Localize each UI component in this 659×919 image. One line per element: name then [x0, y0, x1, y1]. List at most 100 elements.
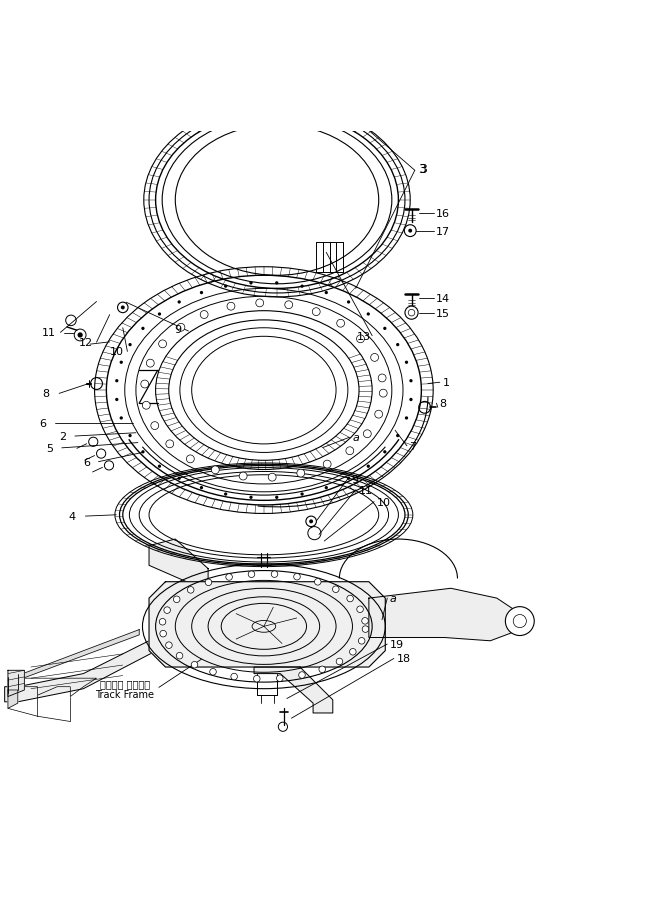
Circle shape [383, 327, 386, 331]
Circle shape [205, 579, 212, 586]
Polygon shape [5, 631, 175, 702]
Circle shape [312, 309, 320, 316]
Circle shape [405, 225, 416, 237]
Text: 3: 3 [418, 163, 426, 176]
Text: 6: 6 [83, 457, 90, 467]
Circle shape [366, 465, 370, 469]
Circle shape [396, 344, 399, 346]
Circle shape [210, 669, 216, 675]
Text: 5: 5 [46, 443, 53, 453]
Circle shape [505, 607, 534, 636]
Polygon shape [8, 671, 24, 697]
Circle shape [380, 390, 387, 398]
Circle shape [166, 440, 174, 448]
Circle shape [349, 649, 356, 655]
Circle shape [254, 675, 260, 682]
Circle shape [325, 486, 328, 490]
Polygon shape [149, 539, 208, 589]
Circle shape [336, 659, 343, 665]
Circle shape [158, 313, 161, 316]
Circle shape [200, 291, 203, 295]
Circle shape [346, 448, 354, 455]
Circle shape [160, 630, 167, 637]
Text: 9: 9 [351, 474, 358, 484]
Circle shape [120, 417, 123, 420]
Text: 17: 17 [436, 226, 450, 236]
Circle shape [297, 470, 304, 478]
Circle shape [129, 435, 132, 437]
Text: 8: 8 [439, 399, 446, 409]
Circle shape [191, 662, 198, 668]
Text: 9: 9 [174, 324, 181, 335]
Circle shape [78, 333, 83, 338]
Circle shape [129, 344, 132, 346]
Circle shape [347, 301, 350, 304]
Circle shape [405, 417, 408, 420]
Text: 18: 18 [397, 653, 411, 664]
Text: トラック フレーム: トラック フレーム [100, 679, 150, 688]
Circle shape [177, 324, 185, 332]
Circle shape [370, 354, 378, 362]
Circle shape [151, 422, 159, 430]
Polygon shape [149, 582, 386, 667]
Circle shape [141, 327, 144, 331]
Text: 11: 11 [42, 328, 56, 338]
Text: 15: 15 [436, 309, 450, 318]
Text: 2: 2 [59, 432, 67, 441]
Circle shape [309, 520, 313, 524]
Circle shape [301, 493, 304, 496]
Circle shape [319, 666, 326, 673]
Circle shape [212, 466, 219, 474]
Circle shape [306, 516, 316, 527]
Circle shape [396, 435, 399, 437]
Text: 3: 3 [418, 163, 426, 176]
Circle shape [294, 573, 301, 581]
Circle shape [227, 303, 235, 311]
Circle shape [362, 618, 368, 624]
Circle shape [333, 586, 339, 593]
Circle shape [275, 496, 278, 499]
Circle shape [121, 306, 125, 310]
Circle shape [120, 361, 123, 365]
Polygon shape [8, 690, 18, 709]
Circle shape [272, 572, 278, 578]
Circle shape [142, 402, 150, 410]
Circle shape [176, 652, 183, 659]
Circle shape [275, 282, 278, 285]
Circle shape [159, 618, 166, 625]
Circle shape [358, 638, 365, 644]
Circle shape [357, 607, 363, 613]
Text: 12: 12 [79, 338, 93, 347]
Polygon shape [18, 630, 139, 680]
Circle shape [173, 596, 180, 603]
Circle shape [323, 460, 331, 469]
Text: 6: 6 [40, 418, 46, 428]
Text: 7: 7 [409, 441, 416, 451]
Circle shape [224, 493, 227, 496]
Circle shape [409, 380, 413, 383]
Circle shape [249, 282, 252, 285]
Circle shape [325, 291, 328, 295]
Circle shape [314, 579, 321, 585]
Circle shape [347, 477, 350, 481]
Circle shape [226, 574, 233, 581]
Circle shape [362, 626, 369, 632]
Text: 10: 10 [109, 347, 124, 357]
Circle shape [177, 301, 181, 304]
Text: 8: 8 [42, 389, 49, 399]
Circle shape [256, 300, 264, 308]
Text: 14: 14 [436, 294, 450, 304]
Text: 4: 4 [69, 512, 75, 521]
Circle shape [159, 341, 167, 348]
Circle shape [117, 303, 128, 313]
Circle shape [249, 496, 252, 499]
Circle shape [224, 285, 227, 289]
Circle shape [383, 450, 386, 454]
Circle shape [363, 430, 371, 438]
Polygon shape [369, 589, 530, 641]
Circle shape [158, 465, 161, 469]
Text: 11: 11 [359, 485, 373, 495]
Text: 10: 10 [377, 497, 391, 507]
Circle shape [405, 307, 418, 320]
Circle shape [277, 675, 283, 682]
